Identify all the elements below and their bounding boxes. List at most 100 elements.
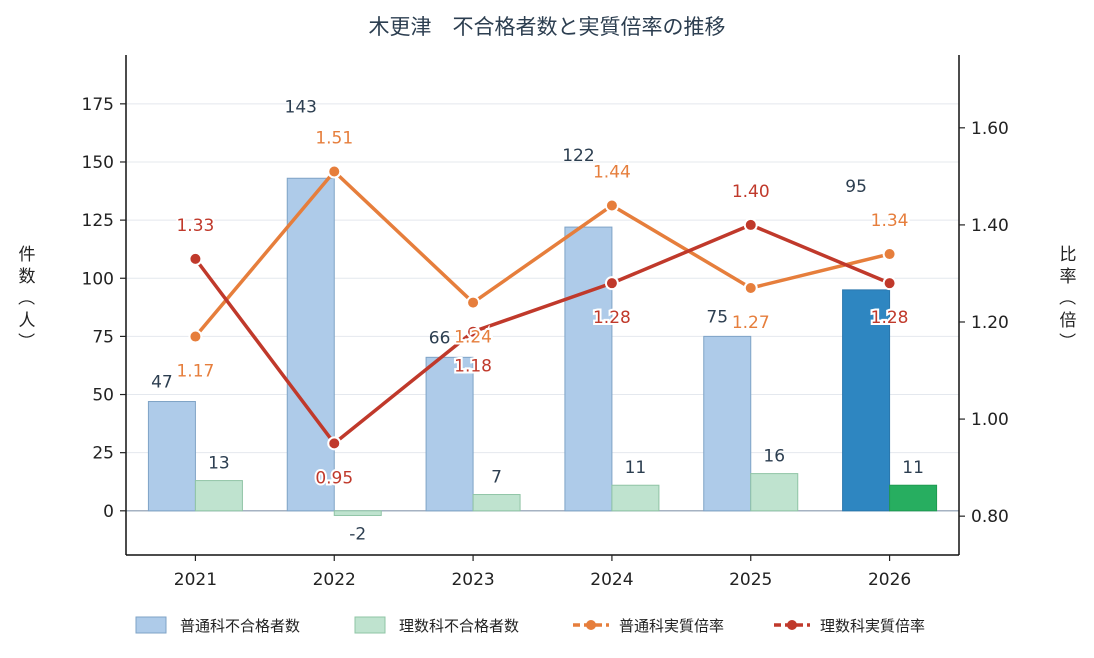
- bar-value-label: 95: [845, 177, 867, 197]
- y-axis-right-label: 比率 （ 倍 ）: [1056, 245, 1077, 350]
- legend-swatch: [135, 616, 167, 634]
- line-series: [188, 164, 897, 451]
- x-tick-label: 2023: [451, 570, 494, 590]
- legend-swatch: [354, 616, 386, 634]
- axes-frame: [125, 55, 960, 556]
- line-value-label: 1.17: [176, 362, 214, 382]
- legend-item: 理数科不合格者数: [354, 616, 519, 635]
- bar: [611, 484, 660, 512]
- bar-value-label: 75: [706, 307, 728, 327]
- series-point: [743, 217, 758, 232]
- bar: [425, 356, 474, 512]
- series-point: [743, 281, 758, 296]
- series-point: [604, 198, 619, 213]
- series-point: [327, 436, 342, 451]
- series-point: [188, 251, 203, 266]
- bar-value-label: 7: [491, 468, 502, 488]
- series-point: [327, 164, 342, 179]
- y-left-tick-label: 75: [92, 327, 114, 347]
- x-tick-label: 2025: [729, 570, 772, 590]
- y-left-tick-label: 125: [82, 211, 114, 231]
- series-point: [604, 276, 619, 291]
- legend-label: 理数科不合格者数: [399, 617, 519, 635]
- y-left-tick-label: 100: [82, 269, 114, 289]
- legend-item: 普通科不合格者数: [135, 616, 300, 635]
- axis-label-char: 倍: [1060, 311, 1077, 331]
- series-point: [882, 276, 897, 291]
- y-left-tick-label: 150: [82, 153, 114, 173]
- bar-value-label: 122: [562, 146, 594, 166]
- x-tick-label: 2022: [313, 570, 356, 590]
- axis-label-char: 人: [19, 311, 36, 331]
- axis-label-char: ）: [1056, 333, 1076, 350]
- axis-label-char: 比: [1060, 245, 1077, 265]
- y-left-tick-label: 175: [82, 95, 114, 115]
- bar: [333, 510, 382, 516]
- data-labels: 47 143 66 122 75 95 13 -2 7 11 16 11 1.17 1.51 1.24 1.4…: [151, 97, 924, 544]
- axis-label-char: 数: [19, 267, 36, 287]
- legend-marker: [787, 620, 797, 630]
- bar-value-label: 66: [429, 328, 451, 348]
- bar: [286, 177, 335, 512]
- legend-label: 普通科不合格者数: [180, 617, 300, 635]
- line-value-label: 1.27: [732, 313, 770, 333]
- series-point: [882, 247, 897, 262]
- bar: [703, 335, 752, 512]
- y-right-tick-label: 0.80: [971, 507, 1009, 527]
- axis-label-char: 件: [19, 245, 36, 265]
- axis-label-char: （: [15, 289, 35, 306]
- legend-label: 普通科実質倍率: [619, 617, 724, 635]
- bar-value-label: 143: [285, 97, 317, 117]
- series-line: [194, 223, 891, 446]
- line-value-label: 0.95: [315, 468, 353, 488]
- line-value-label: 1.28: [871, 308, 909, 328]
- series-point: [188, 329, 203, 344]
- bar-value-label: 11: [625, 458, 647, 478]
- bar: [147, 401, 196, 512]
- bar: [889, 484, 938, 512]
- y-left-tick-label: 0: [103, 502, 114, 522]
- bar: [472, 494, 521, 512]
- axis-label-char: 率: [1060, 267, 1077, 287]
- line-value-label: 1.24: [454, 328, 492, 348]
- y-left-tick-label: 25: [92, 444, 114, 464]
- gridlines: [126, 103, 959, 512]
- series-point: [466, 295, 481, 310]
- bar: [842, 289, 891, 512]
- legend-marker: [586, 620, 596, 630]
- legend-item: 普通科実質倍率: [573, 617, 724, 635]
- line-value-label: 1.51: [315, 129, 353, 149]
- line-value-label: 1.40: [732, 182, 770, 202]
- bar: [564, 226, 613, 512]
- line-value-label: 1.28: [593, 308, 631, 328]
- y-right-tick-label: 1.20: [971, 313, 1009, 333]
- legend: 普通科不合格者数 理数科不合格者数 普通科実質倍率 理数科実質倍率: [135, 616, 925, 635]
- x-tick-label: 2026: [868, 570, 911, 590]
- bar: [750, 473, 799, 512]
- legend-label: 理数科実質倍率: [820, 617, 925, 635]
- y-right-tick-label: 1.60: [971, 119, 1009, 139]
- line-value-label: 1.33: [176, 216, 214, 236]
- y-left-tick-label: 50: [92, 386, 114, 406]
- series-point: [466, 324, 481, 339]
- y-axis-left-label: 件数 （ 人 ）: [15, 245, 36, 350]
- bar-value-label: -2: [349, 524, 366, 544]
- tick-labels: 0 25 50 75 100 125 150 175 0.80 1.00 1.20 1.40 1.60 2…: [82, 95, 1009, 590]
- x-tick-label: 2021: [174, 570, 217, 590]
- bar-value-label: 11: [902, 458, 924, 478]
- bar-value-label: 16: [763, 447, 785, 467]
- y-right-tick-label: 1.00: [971, 410, 1009, 430]
- axis-label-char: ）: [15, 333, 35, 350]
- y-right-tick-label: 1.40: [971, 216, 1009, 236]
- x-tick-label: 2024: [590, 570, 633, 590]
- legend-item: 理数科実質倍率: [774, 617, 925, 635]
- bar-value-label: 13: [208, 454, 230, 474]
- line-value-label: 1.34: [871, 211, 909, 231]
- bar-value-label: 47: [151, 373, 173, 393]
- series-line: [194, 169, 890, 338]
- chart-title: 木更津 不合格者数と実質倍率の推移: [369, 15, 726, 39]
- line-value-label: 1.44: [593, 162, 631, 182]
- bar-series: [147, 177, 938, 516]
- line-value-label: 1.18: [454, 357, 492, 377]
